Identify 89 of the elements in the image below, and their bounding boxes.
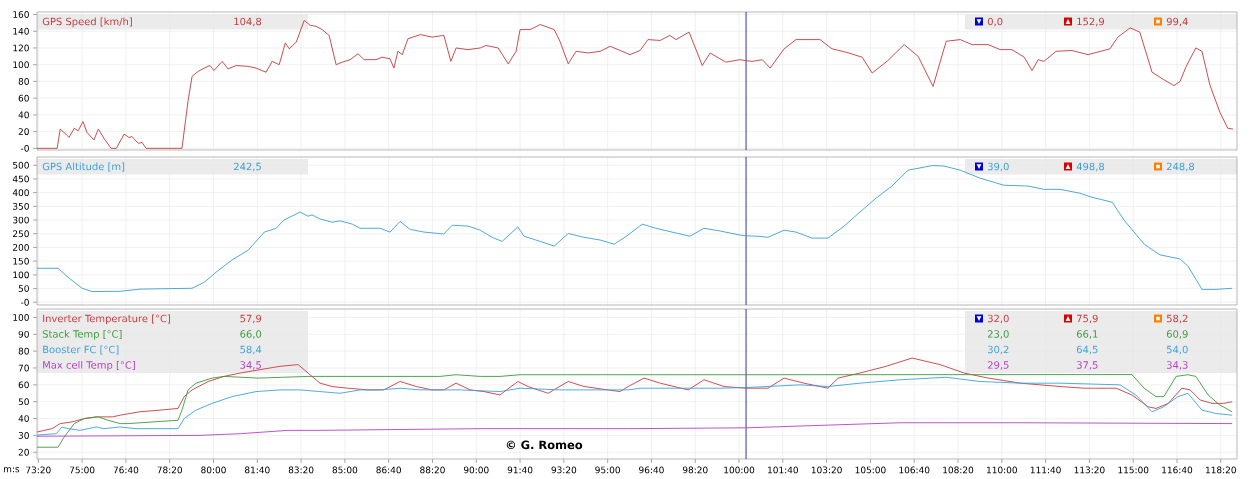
annotation: 29,5 <box>987 361 1009 370</box>
y-tick-label: 80 <box>18 78 29 85</box>
annotation: 104,8 <box>234 17 262 27</box>
annotation: 66,0 <box>240 330 262 339</box>
x-tick-label: 80:00 <box>201 466 226 474</box>
y-tick-label: 140 <box>13 27 29 35</box>
y-tick-label: 60 <box>18 381 29 389</box>
annotation: © G. Romeo <box>506 440 583 450</box>
annotation: 34,3 <box>1166 361 1188 370</box>
y-tick-label: 30 <box>18 432 29 439</box>
y-tick-label: 150 <box>13 257 29 265</box>
x-tick-label: 83:20 <box>288 466 314 474</box>
y-tick-label: 20 <box>18 448 29 456</box>
y-tick-label: 160 <box>13 11 29 18</box>
annotation: 66,1 <box>1076 330 1098 339</box>
x-tick-label: 78:20 <box>157 466 183 474</box>
y-tick-label: 100 <box>13 314 29 321</box>
annotation: 30,2 <box>987 345 1009 355</box>
x-tick-label: 111:40 <box>1030 466 1061 474</box>
y-tick-label: 50 <box>18 398 29 406</box>
x-tick-label: 91:40 <box>507 466 533 474</box>
x-tick-label: 85:00 <box>332 466 358 474</box>
text: GPS Speed [km/h] <box>42 17 132 28</box>
y-tick-label: 100 <box>13 271 29 279</box>
y-tick-label: -0 <box>20 144 29 152</box>
annotation: 0,0 <box>987 17 1003 27</box>
x-tick-label: 75:00 <box>69 466 95 474</box>
annotation: 60,9 <box>1166 330 1188 339</box>
annotation: 32,0 <box>987 314 1009 324</box>
x-tick-label: 116:40 <box>1162 466 1193 474</box>
annotation: 58,4 <box>240 345 262 355</box>
annotation: 39,0 <box>987 162 1009 172</box>
text: Stack Temp [°C] <box>42 330 122 340</box>
x-tick-label: 86:40 <box>376 466 401 474</box>
y-tick-label: 80 <box>18 347 29 355</box>
x-tick-label: 101:40 <box>768 466 798 474</box>
x-tick-label: 90:00 <box>463 466 489 474</box>
annotation: 58,2 <box>1166 314 1188 324</box>
y-tick-label: 500 <box>13 161 29 169</box>
x-tick-label: 115:00 <box>1118 466 1149 474</box>
text: Inverter Temperature [°C] <box>43 314 170 325</box>
annotation: 23,0 <box>987 330 1009 339</box>
y-tick-label: 200 <box>13 244 29 251</box>
x-tick-label: 95:00 <box>595 466 620 474</box>
y-tick-label: 120 <box>13 44 29 52</box>
y-tick-label: 400 <box>12 189 29 197</box>
text: Booster FC [°C] <box>43 345 119 355</box>
y-tick-label: 50 <box>18 285 29 292</box>
text: GPS Altitude [m] <box>42 162 125 172</box>
x-tick-label: 98:20 <box>682 466 708 474</box>
x-tick-label: 76:40 <box>113 466 139 474</box>
y-tick-label: 450 <box>12 175 29 183</box>
x-tick-label: 108:20 <box>943 466 974 474</box>
x-tick-label: 103:20 <box>811 466 842 474</box>
y-tick-label: 20 <box>18 128 29 135</box>
y-tick-label: 40 <box>18 415 29 422</box>
y-tick-label: 90 <box>18 330 29 338</box>
x-tick-label: 106:40 <box>899 466 930 474</box>
annotation: 57,9 <box>240 314 262 324</box>
annotation: 75,9 <box>1077 314 1098 324</box>
annotation: 498,8 <box>1076 162 1105 172</box>
x-axis-title: m:s <box>4 467 20 473</box>
annotation: 152,9 <box>1077 17 1105 27</box>
y-tick-label: 40 <box>18 111 29 119</box>
annotation: 248,8 <box>1166 162 1195 172</box>
x-tick-label: 73:20 <box>26 466 51 474</box>
annotation: 54,0 <box>1166 345 1188 355</box>
y-tick-label: 100 <box>13 61 29 69</box>
x-tick-label: 81:40 <box>244 466 270 474</box>
x-tick-label: 96:40 <box>639 466 664 474</box>
annotation: 34,5 <box>240 361 261 370</box>
x-tick-label: 105:00 <box>855 466 886 474</box>
y-tick-label: 60 <box>18 94 29 102</box>
x-tick-label: 113:20 <box>1074 466 1105 474</box>
x-tick-label: 110:00 <box>987 466 1017 474</box>
y-tick-label: 300 <box>13 216 29 224</box>
x-tick-label: 118:20 <box>1206 466 1236 474</box>
annotation: 242,5 <box>234 162 261 172</box>
y-tick-label: 250 <box>13 230 29 238</box>
y-tick-label: -0 <box>20 298 29 306</box>
y-tick-label: 70 <box>18 364 29 372</box>
annotation: 64,5 <box>1076 345 1098 355</box>
text: Max cell Temp [°C] <box>43 361 135 371</box>
annotation: 37,5 <box>1076 361 1098 370</box>
x-tick-label: 100:00 <box>724 466 755 474</box>
x-tick-label: 93:20 <box>551 466 577 474</box>
annotation: 99,4 <box>1166 17 1188 27</box>
y-tick-label: 350 <box>13 202 29 210</box>
x-tick-label: 88:20 <box>420 466 445 474</box>
